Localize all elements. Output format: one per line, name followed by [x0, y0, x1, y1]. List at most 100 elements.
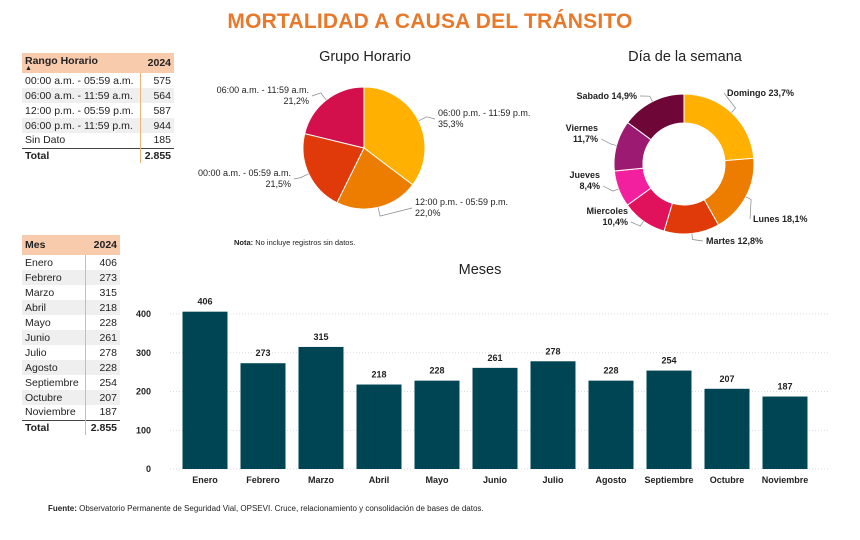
row-value: 187: [84, 405, 120, 420]
slice-day: Martes: [706, 236, 735, 246]
table-row[interactable]: Noviembre 187: [22, 405, 120, 420]
pie-slice[interactable]: [304, 86, 365, 149]
row-value: 228: [84, 360, 120, 375]
row-label: Julio: [25, 346, 47, 359]
total-value: 2.855: [139, 147, 174, 163]
x-tick-label: Mayo: [425, 475, 449, 485]
bar-value-label: 315: [313, 332, 328, 342]
bar-value-label: 273: [255, 348, 270, 358]
note-text: No incluye registros sin datos.: [253, 238, 356, 247]
x-tick-label: Abril: [369, 475, 390, 485]
bar[interactable]: [646, 370, 692, 469]
row-label: Enero: [25, 256, 54, 269]
bar[interactable]: [704, 388, 750, 469]
table-total-row: Total 2.855: [22, 147, 174, 163]
row-label: Abril: [22, 300, 86, 315]
row-value: 944: [139, 118, 174, 133]
bar[interactable]: [182, 311, 228, 469]
source-text: Observatorio Permanente de Seguridad Via…: [76, 504, 484, 513]
table-rango-horario: Rango Horario ▲ 2024 00:00 a.m. - 05:59 …: [22, 53, 174, 163]
table-row[interactable]: Junio 261: [22, 330, 120, 345]
slice-label: 06:00 a.m. - 11:59 a.m.: [217, 85, 309, 95]
row-label: Febrero: [22, 270, 86, 285]
row-value: 564: [139, 88, 174, 103]
slice-percent: 35,3%: [438, 119, 464, 129]
donut-slice[interactable]: [626, 93, 685, 141]
total-label: Total: [22, 419, 86, 435]
slice-percent: 21,5%: [265, 179, 291, 189]
total-label: Total: [22, 147, 141, 163]
row-label: 06:00 p.m. - 11:59 p.m.: [22, 118, 141, 133]
table-row[interactable]: 00:00 a.m. - 05:59 a.m. 575: [22, 73, 174, 88]
bar[interactable]: [530, 361, 576, 469]
slice-label: 00:00 a.m. - 05:59 a.m.: [198, 168, 291, 178]
slice-day: Lunes: [753, 214, 780, 224]
table-row[interactable]: Octubre 207: [22, 390, 120, 405]
bar[interactable]: [298, 346, 344, 469]
row-label: Octubre: [22, 390, 86, 405]
y-tick-label: 400: [136, 309, 151, 319]
bar-value-label: 218: [371, 370, 386, 380]
bar-value-label: 228: [429, 366, 444, 376]
row-value: 185: [139, 133, 174, 148]
table-row[interactable]: Abril 218: [22, 300, 120, 315]
total-value: 2.855: [84, 419, 120, 435]
table-row[interactable]: Enero 406: [22, 255, 120, 270]
table-row[interactable]: 06:00 a.m. - 11:59 a.m. 564: [22, 88, 174, 103]
table-row[interactable]: Marzo 315: [22, 285, 120, 300]
row-value: 218: [84, 300, 120, 315]
row-value: 207: [84, 390, 120, 405]
table-row[interactable]: 06:00 p.m. - 11:59 p.m. 944: [22, 118, 174, 133]
table-row[interactable]: 12:00 p.m. - 05:59 p.m. 587: [22, 103, 174, 118]
table-row[interactable]: Septiembre 254: [22, 375, 120, 390]
leader-line: [602, 185, 619, 192]
x-tick-label: Febrero: [246, 475, 280, 485]
row-label: Septiembre: [25, 376, 79, 389]
pie-slice[interactable]: [302, 132, 365, 204]
leader-line: [745, 196, 752, 220]
row-label: Mayo: [25, 316, 51, 329]
pie-slice[interactable]: [336, 147, 414, 210]
row-label: Junio: [22, 330, 86, 345]
slice-percent: 8,4%: [579, 181, 600, 191]
column-header-year[interactable]: 2024: [85, 235, 120, 255]
bar[interactable]: [588, 380, 634, 469]
row-label: Sin Dato: [25, 134, 66, 147]
bar[interactable]: [356, 384, 402, 469]
leader-line: [691, 233, 704, 242]
bar[interactable]: [240, 363, 286, 469]
slice-label: Lunes 18,1%: [753, 214, 808, 224]
x-tick-label: Septiembre: [644, 475, 693, 485]
slice-percent: 23,7%: [766, 88, 794, 98]
x-tick-label: Julio: [542, 475, 564, 485]
column-header-year[interactable]: 2024: [140, 53, 174, 73]
row-label: 00:00 a.m. - 05:59 a.m.: [25, 74, 134, 87]
y-tick-label: 100: [136, 425, 151, 435]
bar[interactable]: [414, 380, 460, 469]
row-value: 575: [139, 73, 174, 88]
row-label: Agosto: [22, 360, 86, 375]
column-header-rango[interactable]: Rango Horario ▲: [22, 53, 141, 73]
table-row[interactable]: Sin Dato 185: [22, 133, 174, 148]
table-total-row: Total 2.855: [22, 419, 120, 435]
x-tick-label: Enero: [192, 475, 218, 485]
leader-line: [723, 92, 736, 113]
column-header-mes[interactable]: Mes: [22, 235, 86, 255]
table-header-row: Mes 2024: [22, 235, 120, 255]
row-value: 278: [84, 345, 120, 360]
bar-chart-title: Meses: [458, 262, 502, 278]
slice-label: Domingo 23,7%: [727, 88, 794, 98]
bar[interactable]: [762, 396, 808, 469]
note-label: Nota:: [234, 238, 254, 247]
table-row[interactable]: Febrero 273: [22, 270, 120, 285]
chart-note: Nota: No incluye registros sin datos.: [234, 238, 355, 247]
donut-chart-dia-semana: Domingo 23,7% Lunes 18,1% Martes 12,8% Mier…: [566, 88, 808, 246]
pie-slice[interactable]: [363, 86, 426, 186]
table-row[interactable]: Mayo 228: [22, 315, 120, 330]
sort-up-icon[interactable]: ▲: [25, 65, 32, 72]
table-row[interactable]: Julio 278: [22, 345, 120, 360]
table-row[interactable]: Agosto 228: [22, 360, 120, 375]
bar-value-label: 261: [487, 353, 502, 363]
row-value: 406: [84, 255, 120, 270]
bar[interactable]: [472, 367, 518, 469]
